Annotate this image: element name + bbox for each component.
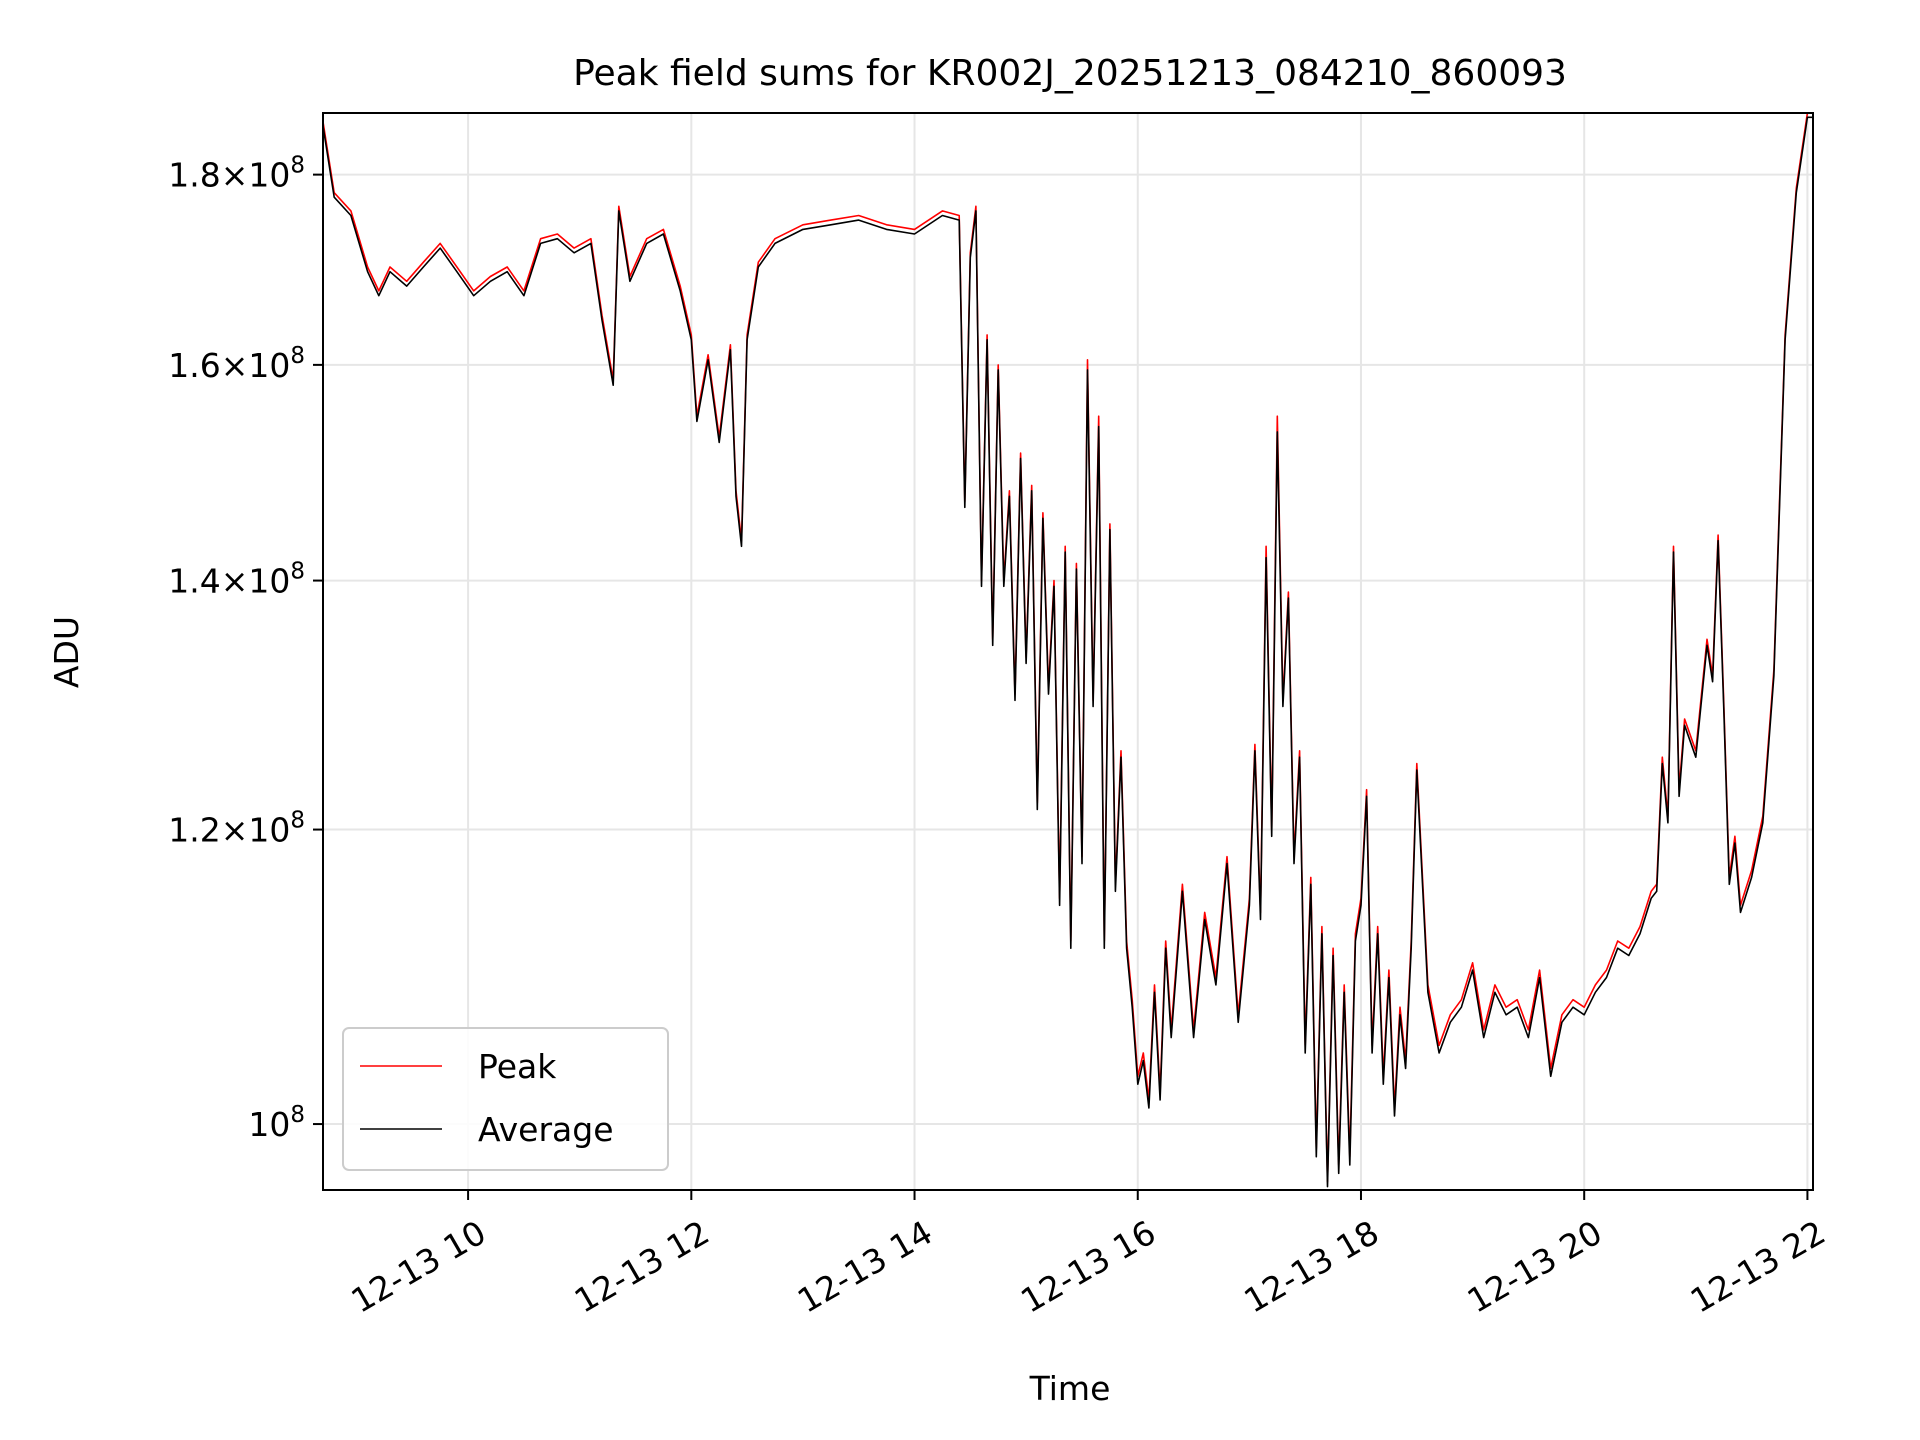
plot-frame [322,112,1814,1191]
y-tick-base: 10 [248,1105,290,1144]
legend-box [342,1027,669,1171]
y-tick-exponent: 8 [290,1102,305,1128]
y-tick-exponent: 8 [290,153,305,179]
legend: Peak Average [342,1027,669,1171]
y-tick-times-sign: × [221,346,249,385]
y-tick-label: 1.8×108 [168,153,305,195]
y-tick-base: 10 [248,811,290,850]
y-tick-mantissa: 1.8 [168,156,220,195]
legend-peak-label: Peak [478,1047,557,1086]
y-tick-mantissa: 1.2 [168,811,220,850]
y-tick-label: 1.2×108 [168,808,305,850]
legend-average-label: Average [478,1110,614,1149]
y-tick-exponent: 8 [290,808,305,834]
series-lines [322,112,1813,1188]
y-tick-times-sign: × [221,562,249,601]
series-line-average [322,116,1813,1188]
y-tick-mantissa: 1.4 [168,562,220,601]
chart-title: Peak field sums for KR002J_20251213_0842… [573,53,1567,94]
y-tick-times-sign: × [221,811,249,850]
y-tick-label: 1.4×108 [168,559,305,601]
y-axis-label: ADU [47,616,86,688]
y-tick-exponent: 8 [290,559,305,585]
y-tick-times-sign: × [221,156,249,195]
y-tick-label: 1.6×108 [168,343,305,385]
y-tick-label: 108 [248,1102,305,1144]
x-axis-label: Time [1029,1369,1111,1408]
y-tick-exponent: 8 [290,343,305,369]
y-tick-base: 10 [248,346,290,385]
y-tick-base: 10 [248,562,290,601]
y-tick-base: 10 [248,156,290,195]
y-tick-mantissa: 1.6 [168,346,220,385]
